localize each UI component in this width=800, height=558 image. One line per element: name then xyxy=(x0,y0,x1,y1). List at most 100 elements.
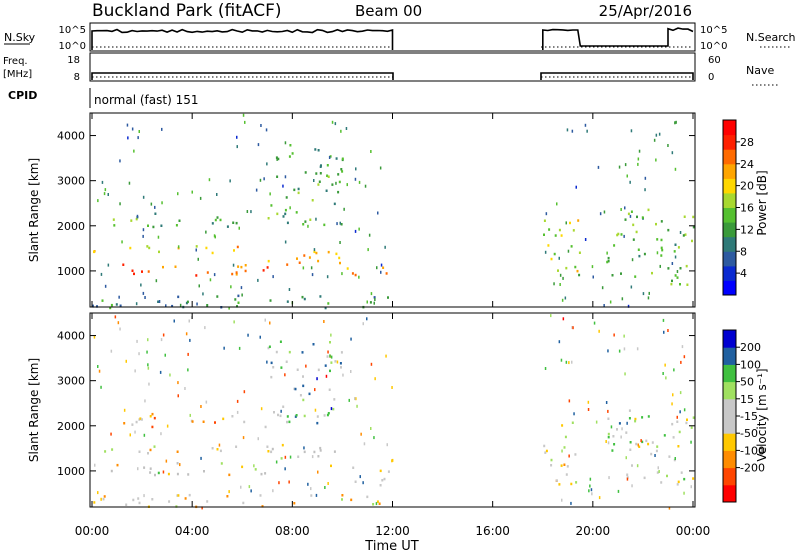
echo-cell xyxy=(165,304,167,308)
echo-cell xyxy=(284,455,287,459)
echo-cell xyxy=(241,465,244,469)
echo-cell xyxy=(272,366,275,369)
echo-cell xyxy=(129,433,131,437)
echo-cell xyxy=(570,501,572,505)
echo-cell xyxy=(262,269,265,272)
echo-cell xyxy=(607,409,609,413)
echo-cell xyxy=(328,388,331,391)
echo-cell xyxy=(147,363,149,367)
echo-cell xyxy=(280,366,283,369)
echo-cell xyxy=(148,246,151,250)
echo-cell xyxy=(683,491,685,495)
echo-cell xyxy=(641,216,644,219)
colorbar-swatch xyxy=(723,192,736,208)
echo-cell xyxy=(659,264,661,268)
echo-cell xyxy=(575,185,577,189)
echo-cell xyxy=(276,157,278,161)
echo-cell xyxy=(620,233,623,236)
velocity-y-axis: 1000 2000 3000 4000 xyxy=(57,330,695,478)
echo-cell xyxy=(260,124,262,127)
echo-cell xyxy=(139,417,142,420)
echo-cell xyxy=(118,295,120,299)
echo-cell xyxy=(692,416,695,419)
echo-cell xyxy=(326,413,329,417)
echo-cell xyxy=(617,489,620,493)
echo-cell xyxy=(326,164,329,167)
echo-cell xyxy=(236,135,238,139)
echo-cell xyxy=(660,238,663,242)
freq-label: Freq. xyxy=(3,56,28,67)
power-colorbar: 4 8 12 16 20 24 28 xyxy=(722,119,754,296)
echo-cell xyxy=(104,450,107,453)
echo-cell xyxy=(683,408,686,412)
echo-cell xyxy=(543,444,546,448)
echo-cell xyxy=(571,129,574,133)
colorbar-tick-label: -15 xyxy=(740,410,758,423)
echo-region xyxy=(352,466,390,487)
echo-cell xyxy=(335,181,337,185)
echo-cell xyxy=(613,244,616,247)
echo-cell xyxy=(131,127,134,131)
echo-cell xyxy=(339,261,341,265)
echo-cell xyxy=(157,235,160,239)
echo-cell xyxy=(134,430,136,434)
echo-cell xyxy=(236,245,239,249)
echo-cell xyxy=(112,218,115,221)
echo-cell xyxy=(289,206,291,210)
echo-cell xyxy=(560,234,563,237)
echo-cell xyxy=(613,443,616,446)
echo-cell xyxy=(584,238,587,241)
echo-cell xyxy=(631,258,634,262)
echo-cell xyxy=(671,262,674,265)
echo-cell xyxy=(611,274,614,277)
colorbar-tick-label: 4 xyxy=(740,267,747,280)
echo-cell xyxy=(327,250,330,254)
echo-cell xyxy=(682,234,685,237)
echo-cell xyxy=(131,423,134,426)
echo-cell xyxy=(327,412,330,415)
echo-cell xyxy=(162,470,165,474)
echo-cell xyxy=(379,484,382,487)
echo-cell xyxy=(323,223,326,227)
echo-cell xyxy=(339,221,341,225)
echo-cell xyxy=(313,248,316,252)
echo-cell xyxy=(276,212,279,216)
echo-cell xyxy=(605,440,607,443)
echo-cell xyxy=(129,246,132,250)
echo-cell xyxy=(674,167,677,171)
echo-cell xyxy=(165,459,168,463)
x-tick-label: 00:00 xyxy=(676,524,711,538)
colorbar-swatch xyxy=(723,178,736,194)
echo-cell xyxy=(563,446,566,449)
echo-cell xyxy=(313,450,316,454)
echo-cell xyxy=(680,360,682,364)
echo-cell xyxy=(641,440,644,444)
echo-cell xyxy=(301,295,304,299)
echo-cell xyxy=(197,257,199,261)
echo-cell xyxy=(319,449,322,452)
echo-cell xyxy=(138,501,141,505)
echo-cell xyxy=(334,360,337,363)
echo-cell xyxy=(130,219,133,222)
echo-cell xyxy=(276,175,279,178)
echo-cell xyxy=(286,263,289,266)
echo-cell xyxy=(577,219,580,222)
echo-cell xyxy=(317,368,320,372)
echo-cell xyxy=(677,246,680,249)
echo-cell xyxy=(674,457,676,460)
echo-cell xyxy=(259,494,262,497)
colorbar-tick-label: 20 xyxy=(740,180,754,193)
echo-cell xyxy=(623,234,625,238)
echo-cell xyxy=(358,227,360,231)
echo-cell xyxy=(327,175,330,178)
echo-cell xyxy=(558,228,561,232)
echo-cell xyxy=(206,304,209,307)
echo-cell xyxy=(233,249,235,252)
echo-cell xyxy=(316,377,318,381)
echo-cell xyxy=(103,192,106,196)
echo-cell xyxy=(188,493,191,497)
power-colorbar-label: Power [dB] xyxy=(755,170,769,235)
echo-cell xyxy=(329,369,331,373)
echo-cell xyxy=(200,456,202,460)
echo-cell xyxy=(337,173,340,176)
